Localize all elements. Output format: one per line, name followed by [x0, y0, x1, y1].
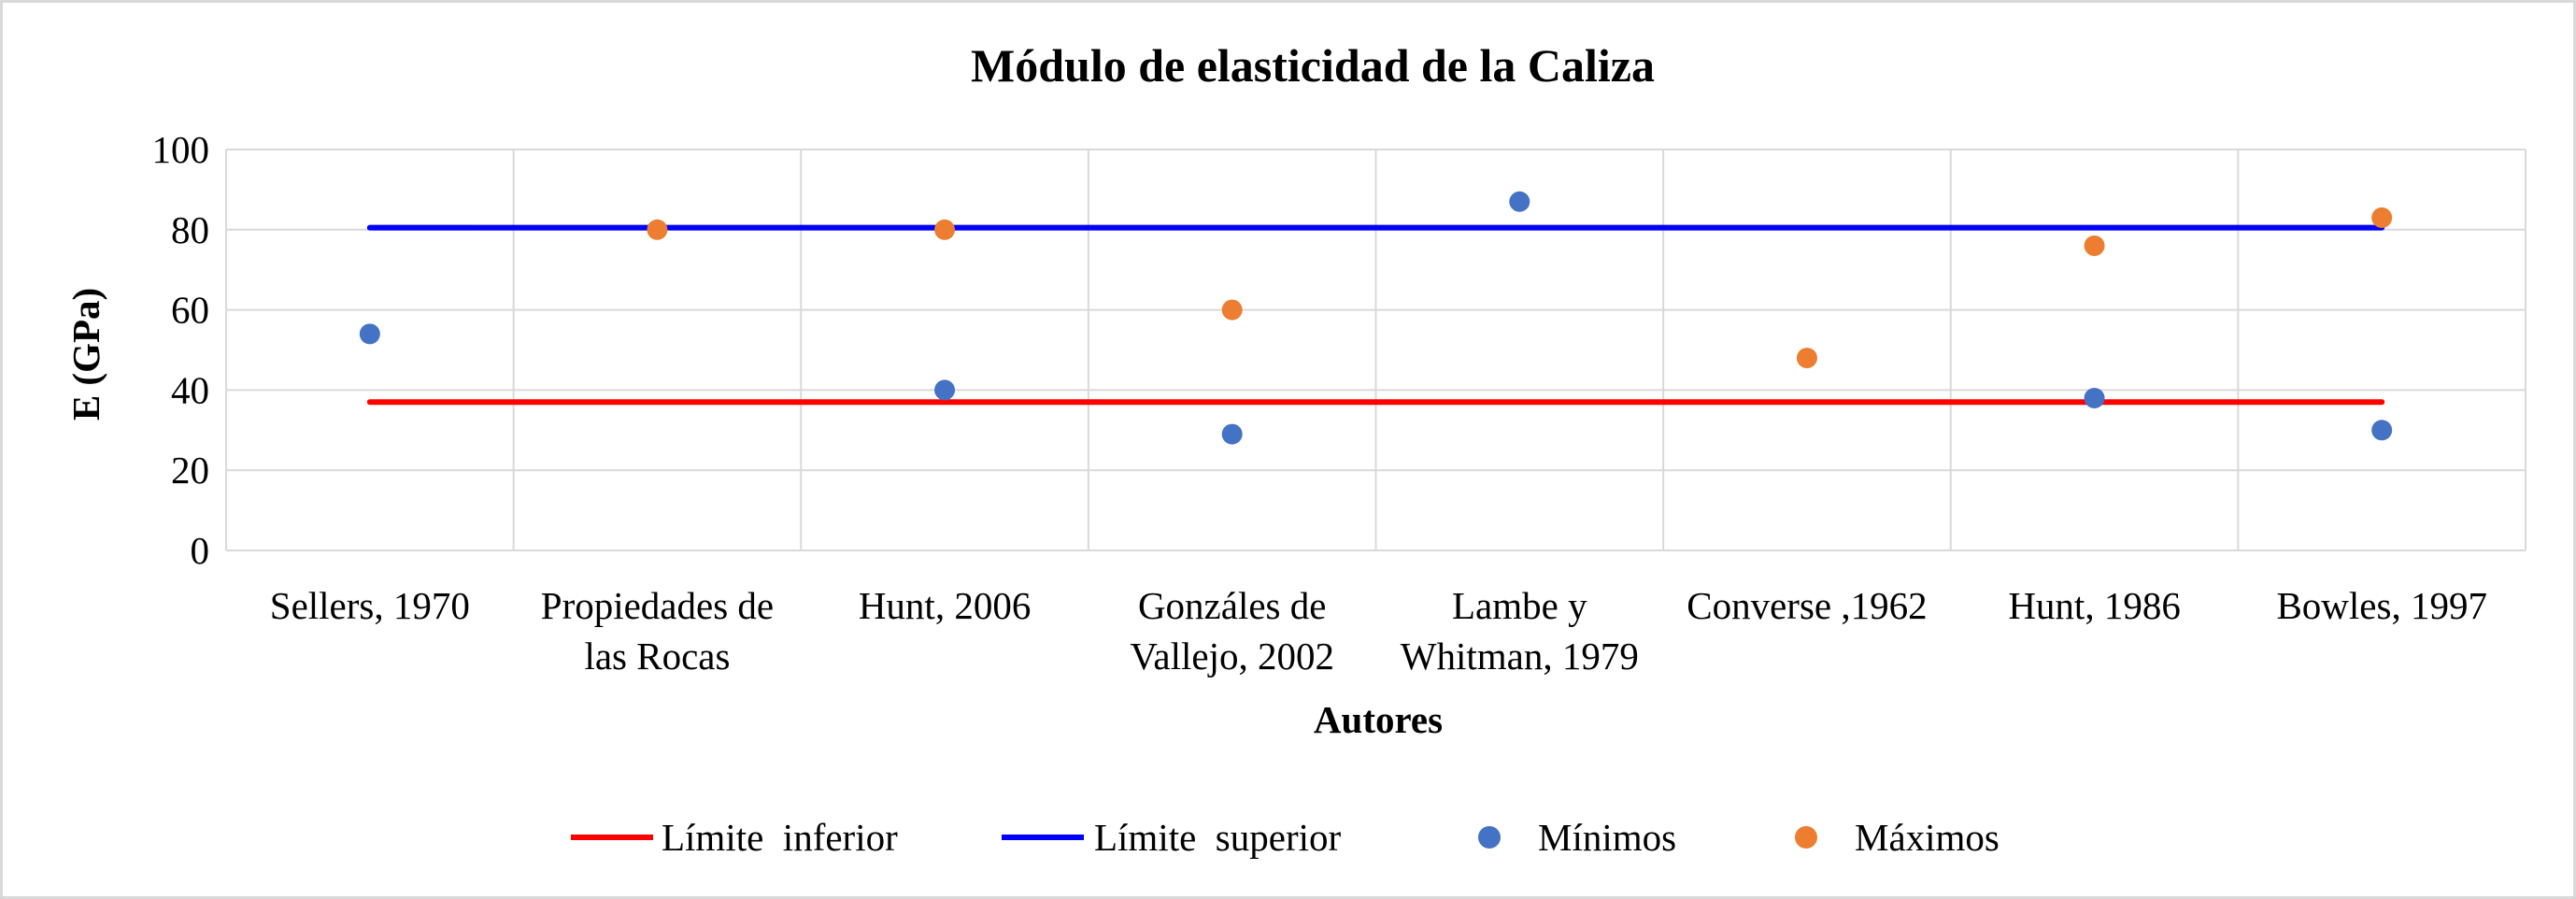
x-tick-label: Sellers, 1970: [270, 584, 470, 627]
data-point: [1221, 299, 1243, 321]
x-tick-label: Whitman, 1979: [1401, 635, 1639, 678]
axis-layer: 0 20 40 60 80 100 Sellers, 1970 Propiedades de l…: [152, 128, 2487, 678]
legend-layer: Límite inferior Límite superior Mínimos Máx…: [571, 816, 2000, 859]
legend-label: Máximos: [1855, 816, 2000, 859]
data-point: [934, 219, 956, 240]
y-axis-title: E (GPa): [64, 288, 107, 421]
y-tick-label: 80: [171, 208, 209, 251]
x-axis-title: Autores: [1314, 698, 1443, 741]
data-point: [647, 219, 668, 240]
legend-label: Mínimos: [1538, 816, 1676, 859]
x-tick-label: Gonzáles de: [1138, 584, 1327, 627]
data-point: [2371, 420, 2393, 441]
y-tick-label: 60: [171, 289, 209, 332]
data-point: [934, 379, 956, 401]
y-tick-label: 20: [171, 449, 209, 492]
data-point: [1796, 348, 1817, 369]
data-point: [1221, 423, 1243, 445]
chart-title: Módulo de elasticidad de la Caliza: [971, 39, 1655, 92]
x-tick-label: Vallejo, 2002: [1130, 635, 1334, 678]
data-point: [2084, 235, 2105, 256]
x-tick-label: Hunt, 2006: [859, 584, 1032, 627]
y-tick-label: 0: [191, 529, 210, 572]
chart-svg: 0 20 40 60 80 100 Sellers, 1970 Propiedades de l…: [64, 39, 2526, 859]
legend-swatch: [1478, 826, 1501, 849]
x-tick-label: Lambe y: [1452, 584, 1587, 627]
data-point: [359, 323, 380, 345]
legend-swatch: [1795, 826, 1817, 849]
x-tick-label: Propiedades de: [541, 584, 774, 627]
x-tick-label: Converse ,1962: [1686, 584, 1927, 627]
legend-label: Límite superior: [1094, 816, 1342, 859]
data-point: [2084, 387, 2105, 408]
grid-layer: [225, 149, 2526, 551]
x-tick-label: Bowles, 1997: [2276, 584, 2487, 627]
data-point: [1509, 191, 1530, 212]
data-point: [2371, 207, 2393, 228]
x-tick-label: las Rocas: [584, 635, 730, 678]
y-tick-label: 100: [152, 128, 210, 171]
y-tick-label: 40: [171, 368, 209, 411]
series-layer: [359, 191, 2393, 445]
x-tick-label: Hunt, 1986: [2008, 584, 2181, 627]
legend-label: Límite inferior: [662, 816, 898, 859]
